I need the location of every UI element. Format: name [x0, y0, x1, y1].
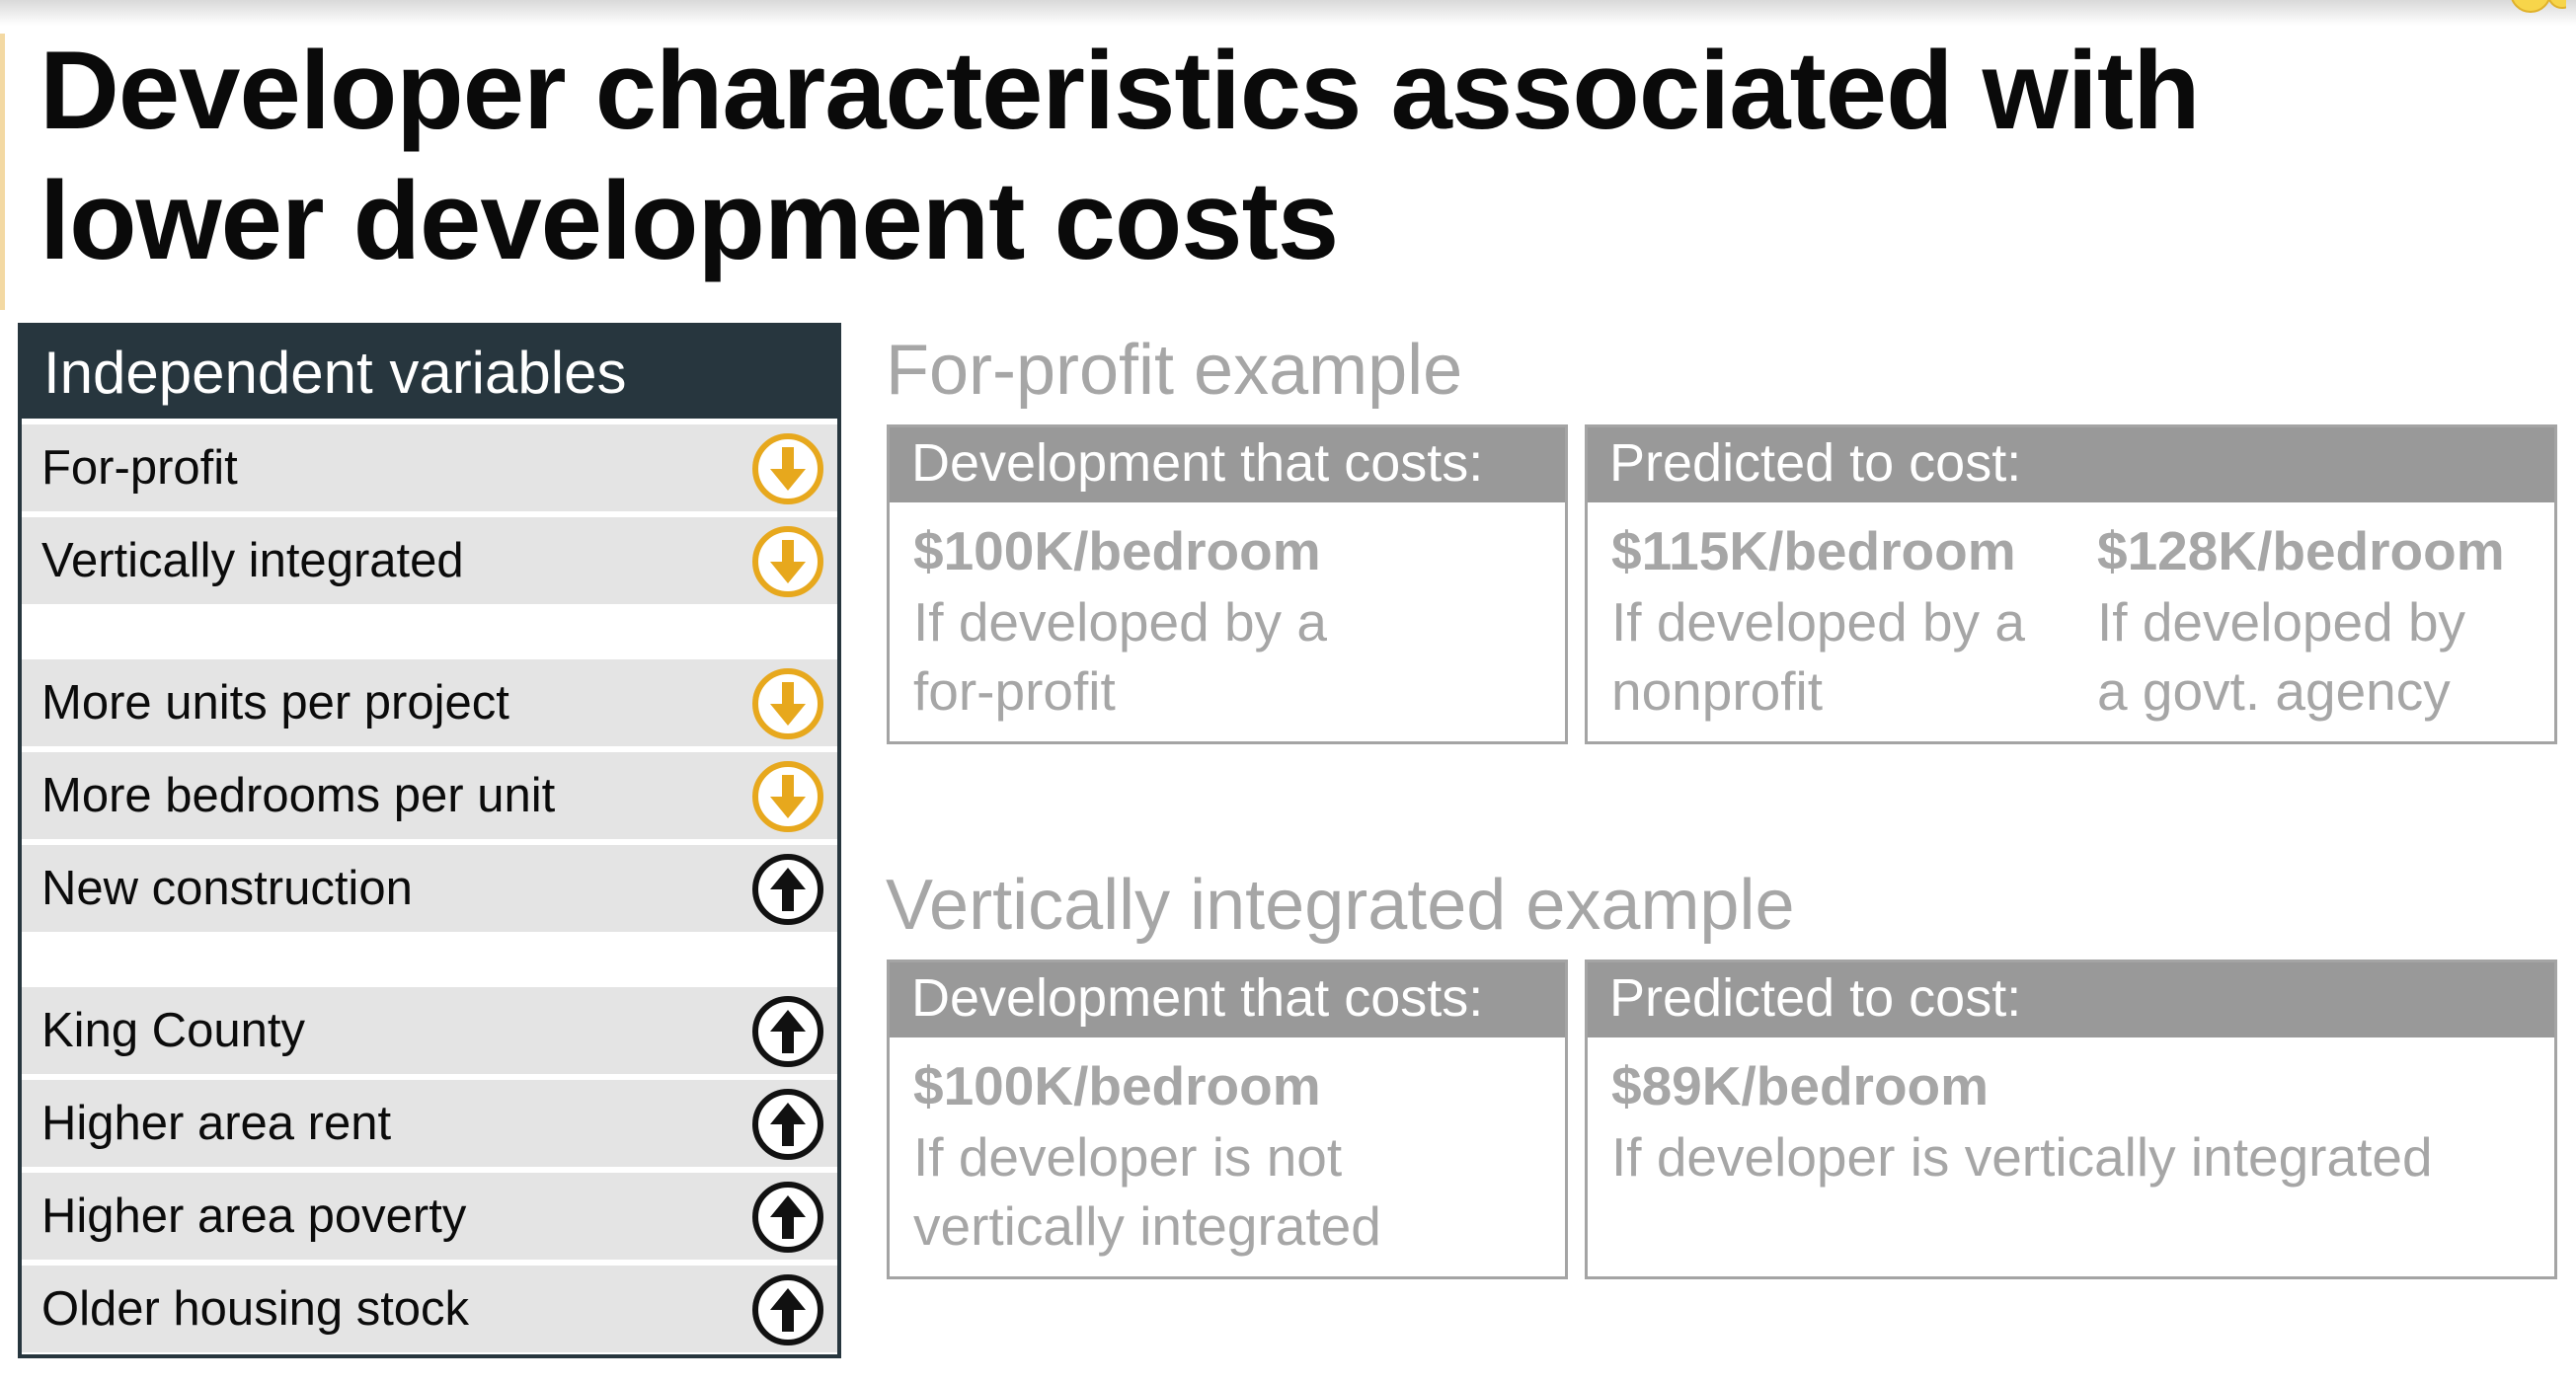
group-spacer [22, 610, 837, 653]
arrow-up-circle-icon [752, 1182, 823, 1253]
cost-desc-line1: If developer is not [913, 1126, 1343, 1188]
accent-rule [0, 34, 5, 310]
arrow-up-circle-icon [752, 1089, 823, 1160]
forprofit-example-title: For-profit example [886, 331, 1463, 410]
arrow-down-circle-icon [752, 761, 823, 832]
cost-amount: $100K/bedroom [913, 520, 1321, 581]
arrow-up-circle-icon [752, 854, 823, 925]
predicted-cost-cell-govt: $128K/bedroom If developed by a govt. ag… [2097, 514, 2505, 726]
variable-label: Higher area poverty [41, 1190, 467, 1243]
variable-label: Vertically integrated [41, 534, 464, 587]
cost-desc-line2: for-profit [913, 660, 1116, 722]
table-header: Independent variables [22, 327, 837, 419]
box-header: Predicted to cost: [1588, 962, 2554, 1037]
variable-row-area-poverty: Higher area poverty [22, 1173, 837, 1260]
base-cost-cell: $100K/bedroom If developed by a for-prof… [913, 514, 1327, 726]
variable-label: New construction [41, 862, 413, 915]
cost-desc-line2: nonprofit [1611, 660, 1824, 722]
variable-row-units-per-project: More units per project [22, 659, 837, 746]
group-spacer [22, 938, 837, 981]
slide-title-line2: lower development costs [39, 159, 1339, 282]
arrow-down-circle-icon [752, 668, 823, 739]
cost-amount: $100K/bedroom [913, 1055, 1321, 1116]
box-header: Predicted to cost: [1588, 427, 2554, 502]
cost-amount: $89K/bedroom [1611, 1055, 1990, 1116]
predicted-cost-cell-nonprofit: $115K/bedroom If developed by a nonprofi… [1611, 514, 2025, 726]
slide-title-line1: Developer characteristics associated wit… [39, 29, 2201, 152]
variable-row-housing-stock: Older housing stock [22, 1266, 837, 1352]
variable-label: More bedrooms per unit [41, 769, 556, 822]
slide-title: Developer characteristics associated wit… [39, 26, 2212, 286]
cost-desc-line1: If developed by a [913, 591, 1327, 653]
window-top-bar [0, 0, 2576, 26]
vertical-predicted-box: Predicted to cost: $89K/bedroom If devel… [1585, 960, 2557, 1279]
variable-row-for-profit: For-profit [22, 424, 837, 511]
emoji-icon [2511, 0, 2566, 13]
cost-desc-line1: If developer is vertically integrated [1611, 1126, 2433, 1188]
base-cost-cell: $100K/bedroom If developer is not vertic… [913, 1049, 1381, 1261]
predicted-cost-cell: $89K/bedroom If developer is vertically … [1611, 1049, 2433, 1191]
cost-desc-line2: a govt. agency [2097, 660, 2451, 722]
variable-label: For-profit [41, 441, 238, 495]
vertical-example-title: Vertically integrated example [886, 866, 1795, 945]
cost-desc-line1: If developed by a [1611, 591, 2025, 653]
cost-amount: $115K/bedroom [1611, 520, 2016, 581]
cost-desc-line2: vertically integrated [913, 1195, 1381, 1257]
independent-variables-table: Independent variables For-profit Vertica… [18, 323, 841, 1358]
variable-label: More units per project [41, 676, 509, 729]
cost-amount: $128K/bedroom [2097, 520, 2505, 581]
arrow-up-circle-icon [752, 996, 823, 1067]
arrow-down-circle-icon [752, 526, 823, 597]
forprofit-base-box: Development that costs: $100K/bedroom If… [887, 424, 1568, 744]
variable-label: Older housing stock [41, 1282, 470, 1336]
variable-row-area-rent: Higher area rent [22, 1080, 837, 1167]
vertical-base-box: Development that costs: $100K/bedroom If… [887, 960, 1568, 1279]
forprofit-predicted-box: Predicted to cost: $115K/bedroom If deve… [1585, 424, 2557, 744]
variable-row-new-construction: New construction [22, 845, 837, 932]
variable-label: King County [41, 1004, 305, 1057]
variable-row-king-county: King County [22, 987, 837, 1074]
cost-desc-line1: If developed by [2097, 591, 2466, 653]
box-header: Development that costs: [890, 427, 1565, 502]
variable-label: Higher area rent [41, 1097, 392, 1150]
box-header: Development that costs: [890, 962, 1565, 1037]
arrow-down-circle-icon [752, 433, 823, 504]
arrow-up-circle-icon [752, 1274, 823, 1345]
variable-row-bedrooms-per-unit: More bedrooms per unit [22, 752, 837, 839]
variable-row-vertically-integrated: Vertically integrated [22, 517, 837, 604]
